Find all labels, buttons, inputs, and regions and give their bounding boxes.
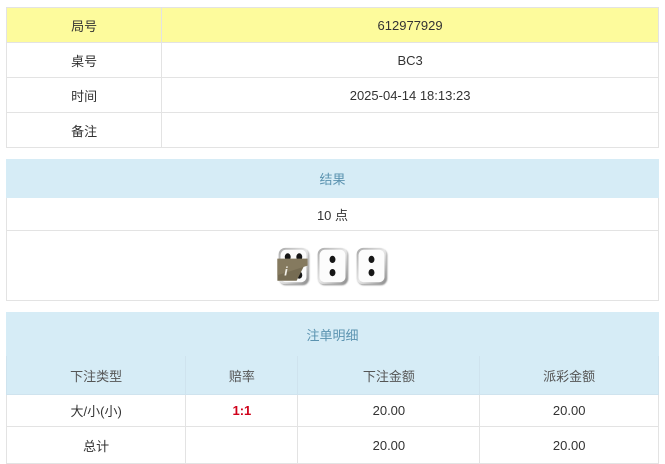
svg-text:i: i: [284, 264, 288, 278]
